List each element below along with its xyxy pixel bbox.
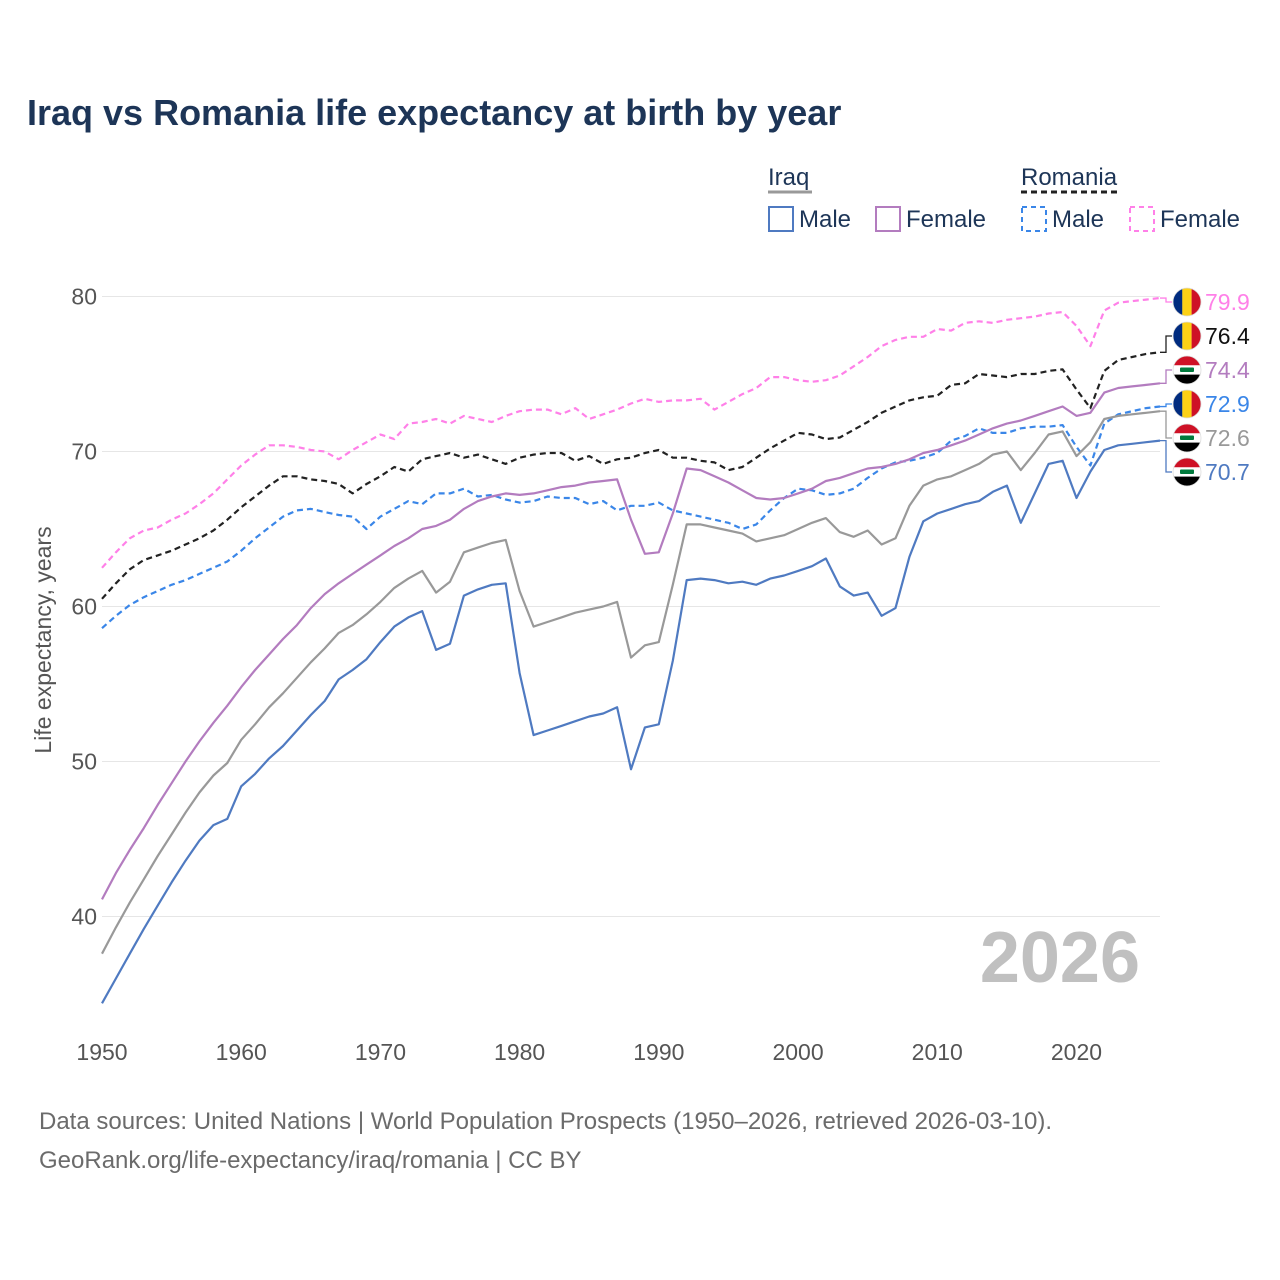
current-year-label: 2026 (980, 918, 1140, 998)
y-tick-label-60: 60 (71, 594, 97, 620)
legend-swatch-1 (875, 206, 901, 232)
leader-line-iraq-both (1160, 410, 1172, 439)
series-line-iraq-female (101, 382, 1161, 900)
end-label-romania-both: 76.4 (1205, 323, 1250, 349)
legend-item-3: Female (1160, 206, 1240, 233)
x-tick-label-1990: 1990 (633, 1039, 684, 1065)
romania-flag-icon (1172, 287, 1202, 317)
legend: Iraq Romania Male Female Male Female (768, 164, 1240, 233)
series-line-romania-both (101, 351, 1161, 600)
source-text: Data sources: United Nations | World Pop… (39, 1108, 1053, 1135)
end-label-iraq-both: 72.6 (1205, 425, 1250, 451)
series-line-romania-male (101, 405, 1161, 630)
iraq-flag-icon (1172, 423, 1202, 453)
legend-swatch-3 (1129, 206, 1155, 232)
y-tick-label-40: 40 (71, 904, 97, 930)
legend-swatch-2 (1021, 206, 1047, 232)
legend-group-iraq: Iraq (768, 164, 809, 191)
y-tick-label-50: 50 (71, 749, 97, 775)
legend-item-2: Male (1052, 206, 1104, 233)
y-axis: 40 50 60 70 80 (71, 284, 97, 930)
source-link[interactable]: GeoRank.org/life-expectancy/iraq/romania… (39, 1147, 582, 1174)
x-tick-label-1950: 1950 (76, 1039, 127, 1065)
iraq-flag-icon (1172, 355, 1202, 385)
y-axis-label: Life expectancy, years (30, 526, 56, 753)
romania-flag-icon (1172, 389, 1202, 419)
romania-flag-icon (1172, 321, 1202, 351)
iraq-flag-icon (1172, 457, 1202, 487)
x-tick-label-2000: 2000 (772, 1039, 823, 1065)
leader-line-romania-female (1160, 297, 1172, 303)
series-line-iraq-male (101, 439, 1161, 1004)
end-labels: 79.9 76.4 74.4 72.9 72.6 70.7 (1160, 287, 1250, 487)
x-tick-label-2010: 2010 (912, 1039, 963, 1065)
end-label-romania-female: 79.9 (1205, 289, 1250, 315)
chart-title: Iraq vs Romania life expectancy at birth… (27, 92, 842, 133)
x-tick-label-1980: 1980 (494, 1039, 545, 1065)
leader-line-romania-male (1160, 403, 1172, 408)
end-label-iraq-female: 74.4 (1205, 357, 1250, 383)
legend-item-0: Male (799, 206, 851, 233)
y-tick-label-80: 80 (71, 284, 97, 310)
end-label-iraq-male: 70.7 (1205, 459, 1250, 485)
leader-line-romania-both (1160, 335, 1172, 353)
series-line-romania-female (101, 296, 1161, 569)
leader-line-iraq-male (1160, 439, 1172, 473)
y-tick-label-70: 70 (71, 439, 97, 465)
leader-line-iraq-female (1160, 369, 1172, 384)
x-tick-label-2020: 2020 (1051, 1039, 1102, 1065)
legend-swatch-0 (768, 206, 794, 232)
legend-group-romania: Romania (1021, 164, 1118, 191)
x-tick-label-1970: 1970 (355, 1039, 406, 1065)
gridlines (102, 296, 1160, 917)
series-lines (101, 296, 1161, 1004)
end-label-romania-male: 72.9 (1205, 391, 1250, 417)
x-axis: 1950 1960 1970 1980 1990 2000 2010 2020 (76, 1039, 1102, 1065)
x-tick-label-1960: 1960 (216, 1039, 267, 1065)
legend-item-1: Female (906, 206, 986, 233)
series-line-iraq-both (101, 410, 1161, 955)
